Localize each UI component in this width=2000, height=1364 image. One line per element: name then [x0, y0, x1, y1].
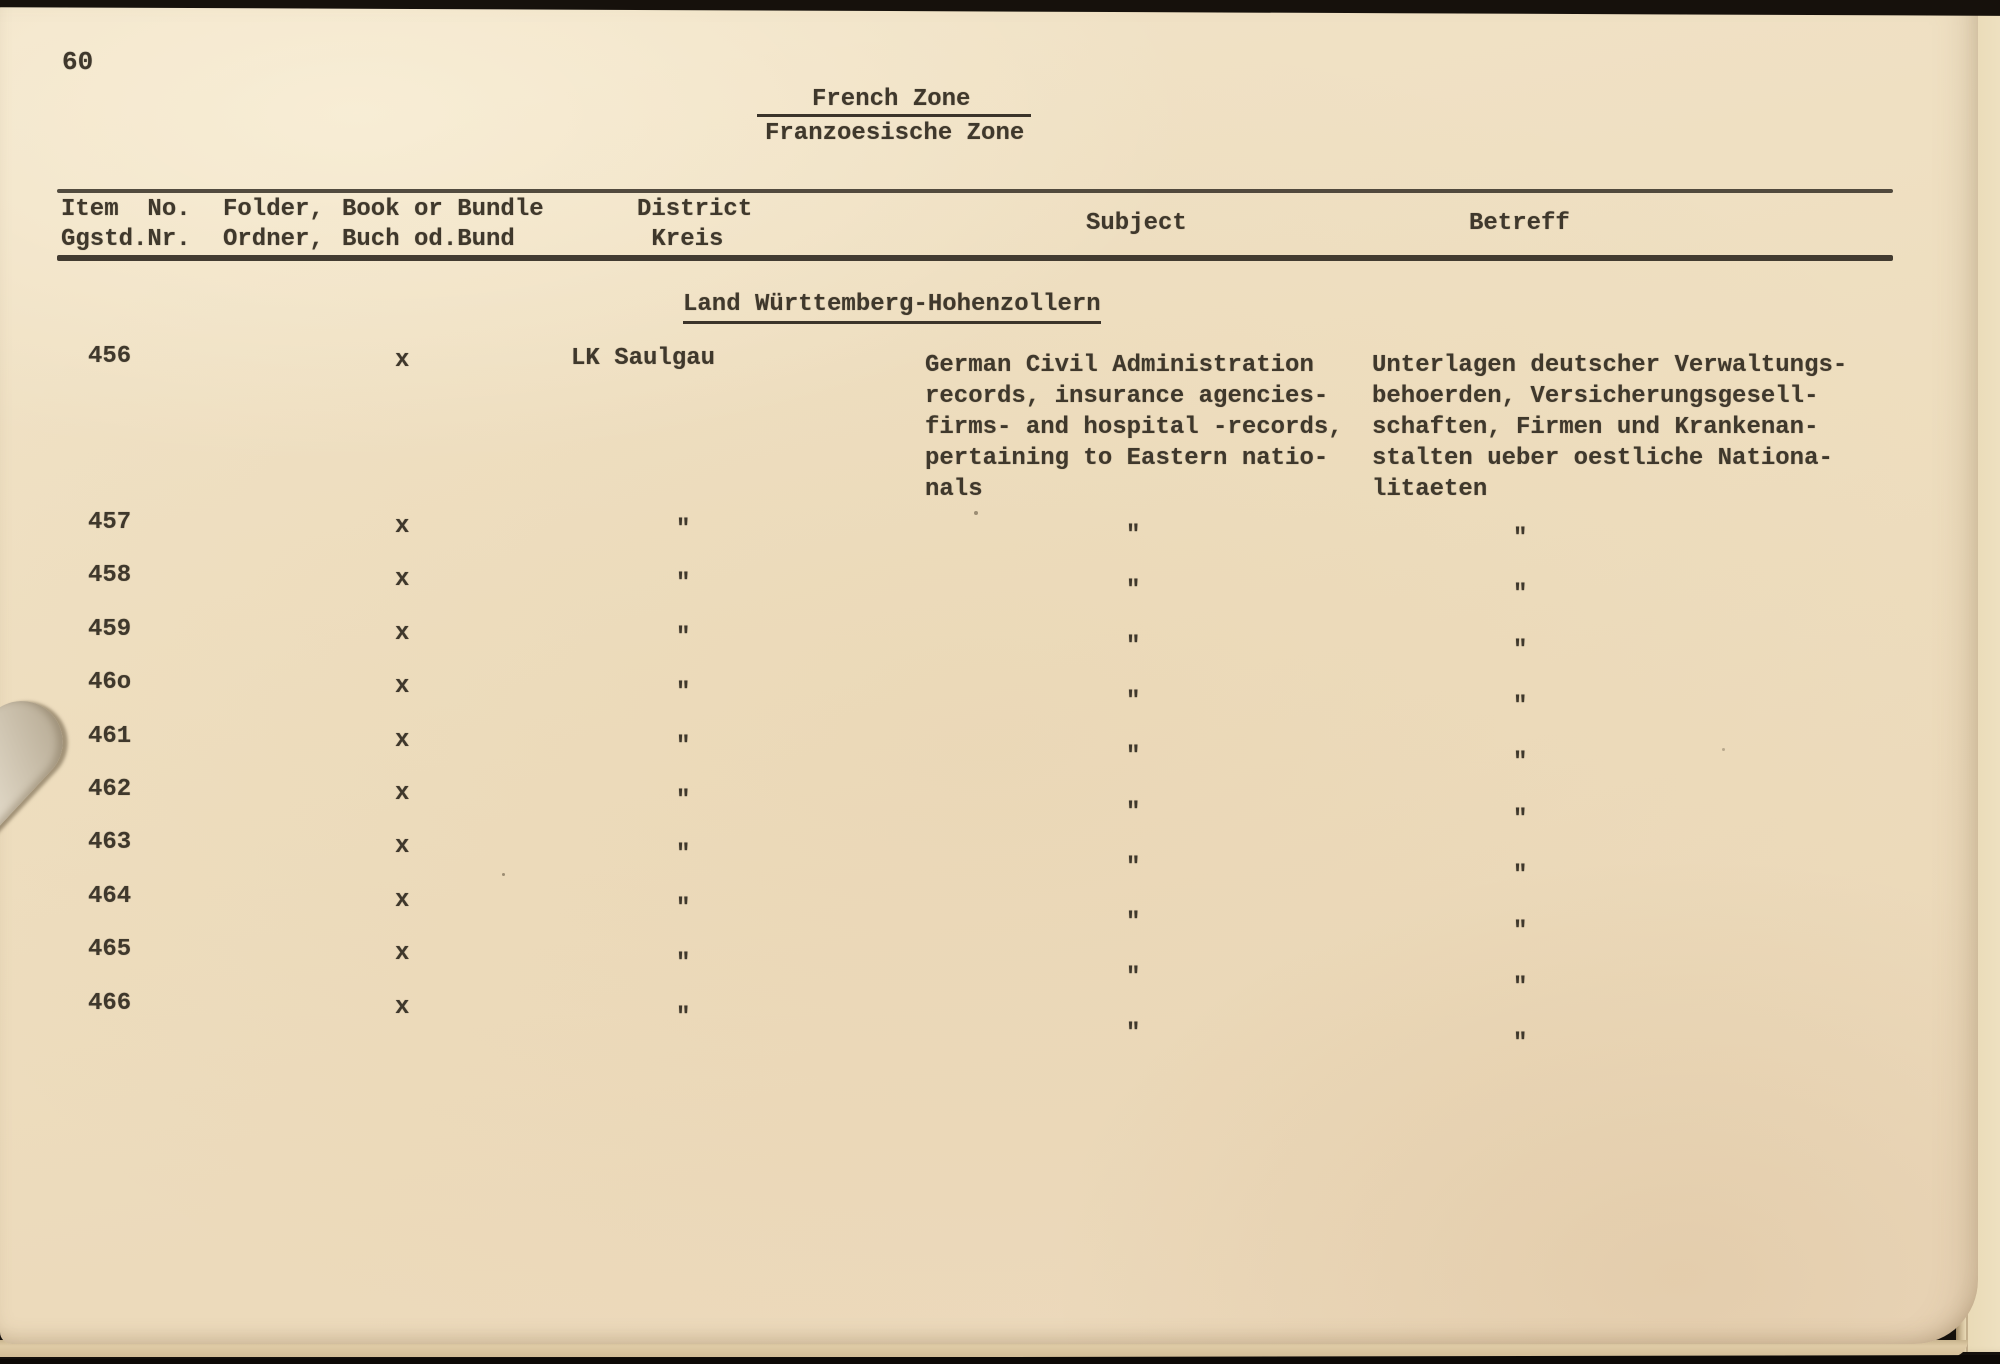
- book-bundle-mark: x: [395, 513, 410, 540]
- column-header-district-en: District: [637, 196, 753, 223]
- betreff-cell: Unterlagen deutscher Verwaltungs- behoer…: [1372, 352, 1848, 503]
- district-ditto-mark: ": [676, 570, 691, 598]
- title-german: Franzoesische Zone: [765, 120, 1025, 147]
- document-page: 60 French Zone Franzoesische Zone Item N…: [0, 6, 1978, 1344]
- betreff-ditto-mark: ": [1513, 1029, 1528, 1057]
- page-number: 60: [62, 47, 94, 77]
- paper-speck: [1722, 748, 1725, 751]
- betreff-ditto-mark: ": [1513, 973, 1528, 1001]
- item-number: 46o: [88, 669, 132, 697]
- district-ditto-mark: ": [676, 895, 691, 923]
- betreff-ditto-mark: ": [1513, 861, 1528, 889]
- title-underline: [757, 114, 1031, 117]
- item-number: 463: [88, 829, 132, 857]
- item-number: 464: [88, 882, 132, 910]
- item-number: 465: [88, 936, 132, 964]
- book-bundle-mark: x: [395, 619, 410, 647]
- betreff-ditto-mark: ": [1513, 693, 1528, 721]
- paper-speck: [974, 511, 978, 515]
- district-ditto-mark: ": [676, 516, 691, 543]
- subject-ditto-mark: ": [1126, 1019, 1141, 1047]
- district-ditto-mark: ": [676, 949, 691, 977]
- column-header-item-no-de: Ggstd.Nr.: [61, 226, 191, 253]
- column-header-book-de: Buch od.Bund: [342, 226, 515, 253]
- column-header-folder-en: Folder,: [223, 196, 324, 223]
- subject-ditto-mark: ": [1126, 798, 1141, 826]
- scanner-edge-bottom: [0, 1355, 2000, 1364]
- betreff-ditto-mark: ": [1513, 637, 1528, 665]
- subject-ditto-mark: ": [1126, 522, 1141, 549]
- district-ditto-mark: ": [676, 678, 691, 706]
- title-english: French Zone: [812, 86, 971, 113]
- subject-ditto-mark: ": [1126, 853, 1141, 881]
- paper-speck: [502, 873, 505, 876]
- column-header-subject: Subject: [1086, 210, 1187, 237]
- betreff-ditto-mark: ": [1513, 525, 1528, 552]
- item-number: 457: [88, 509, 132, 536]
- item-number: 459: [88, 615, 132, 643]
- subject-ditto-mark: ": [1126, 743, 1141, 771]
- header-rule-bottom: [57, 255, 1893, 261]
- subject-cell: German Civil Administration records, ins…: [925, 352, 1343, 503]
- betreff-ditto-mark: ": [1513, 581, 1528, 609]
- betreff-ditto-mark: ": [1513, 805, 1528, 833]
- book-bundle-mark: x: [395, 833, 410, 861]
- subject-ditto-mark: ": [1126, 909, 1141, 937]
- subject-ditto-mark: ": [1126, 632, 1141, 660]
- book-bundle-mark: x: [395, 993, 410, 1021]
- item-number: 458: [88, 562, 132, 590]
- column-header-folder-de: Ordner,: [223, 226, 324, 253]
- column-header-item-no-en: Item No.: [61, 196, 191, 223]
- page-curl: [0, 684, 80, 866]
- column-header-book-en: Book or Bundle: [342, 196, 544, 223]
- betreff-ditto-mark: ": [1513, 749, 1528, 777]
- betreff-ditto-mark: ": [1513, 917, 1528, 945]
- book-bundle-mark: x: [395, 780, 410, 807]
- district-ditto-mark: ": [676, 1003, 691, 1031]
- subject-ditto-mark: ": [1126, 964, 1141, 992]
- column-header-district-de: Kreis: [637, 226, 724, 253]
- district-ditto-mark: ": [676, 841, 691, 869]
- book-bundle-mark: x: [395, 886, 410, 914]
- book-bundle-mark: x: [395, 566, 410, 594]
- district-cell: LK Saulgau: [571, 345, 716, 372]
- underlying-page-edge-bottom: [0, 1340, 1968, 1357]
- book-bundle-mark: x: [395, 726, 410, 754]
- item-number: 462: [88, 776, 132, 803]
- item-number: 461: [88, 722, 132, 750]
- book-bundle-mark: x: [395, 347, 410, 374]
- item-number: 456: [88, 343, 132, 370]
- column-header-betreff: Betreff: [1469, 210, 1570, 237]
- subject-ditto-mark: ": [1126, 687, 1141, 715]
- book-bundle-mark: x: [395, 940, 410, 968]
- item-number: 466: [88, 989, 132, 1017]
- subject-ditto-mark: ": [1126, 577, 1141, 605]
- district-ditto-mark: ": [676, 624, 691, 652]
- section-heading: Land Württemberg-Hohenzollern: [683, 291, 1101, 324]
- district-ditto-mark: ": [676, 732, 691, 760]
- book-bundle-mark: x: [395, 673, 410, 701]
- header-rule-top: [57, 189, 1893, 193]
- district-ditto-mark: ": [676, 787, 691, 814]
